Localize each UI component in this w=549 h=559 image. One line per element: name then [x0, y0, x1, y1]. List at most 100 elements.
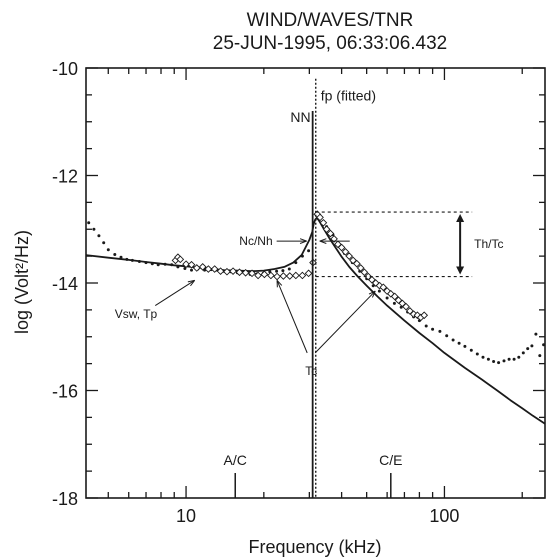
- fit-point-diamond: [356, 264, 365, 272]
- measured-point: [92, 227, 96, 231]
- measured-point: [156, 263, 160, 267]
- measured-point: [144, 261, 148, 265]
- fp-label: fp (fitted): [321, 87, 376, 103]
- fit-point-diamond: [210, 265, 219, 273]
- measured-point: [457, 341, 461, 345]
- measured-point: [451, 338, 455, 342]
- fit-point-diamond: [319, 218, 328, 227]
- measured-point: [438, 329, 442, 333]
- fit-point-diamond: [216, 267, 225, 276]
- measured-point: [113, 253, 117, 256]
- annotations: fp (fitted) NN Th/Tc Nc/Nh Vsw, Tp Tc A/C C/E: [115, 78, 503, 498]
- measured-point: [125, 257, 129, 261]
- measured-point: [170, 263, 174, 267]
- fit-point-diamond: [267, 271, 275, 280]
- measured-point: [137, 260, 141, 263]
- measured-point: [431, 327, 435, 331]
- tc-arrow-right-head: [368, 290, 376, 298]
- y-tick-label: -12: [52, 167, 78, 187]
- fit-point-diamond: [223, 267, 231, 276]
- fit-point-diamond: [254, 271, 262, 280]
- fit-point-diamond: [402, 302, 410, 311]
- measured-point: [534, 332, 538, 336]
- measured-point: [300, 254, 304, 258]
- th-tc-arrowhead-down: [456, 266, 465, 275]
- measured-point: [475, 352, 479, 356]
- measured-point: [281, 269, 285, 273]
- fit-point-diamond: [248, 269, 256, 278]
- fit-point-diamond: [337, 243, 346, 252]
- fit-point-diamond: [192, 264, 201, 272]
- fit-point-diamond: [345, 252, 354, 260]
- measured-point: [481, 355, 485, 359]
- tc-arrow-left-head: [276, 279, 283, 288]
- fit-point-diamond: [322, 225, 331, 234]
- fit-point-diamond: [383, 287, 391, 295]
- measured-point: [97, 234, 101, 238]
- tc-arrow-right: [314, 290, 376, 354]
- fit-point-diamond: [204, 265, 213, 273]
- fit-point-diamond: [304, 269, 313, 278]
- fit-point-diamond: [352, 259, 361, 268]
- y-tick-label: -14: [52, 274, 78, 294]
- fit-point-diamond: [241, 268, 250, 277]
- measured-point: [385, 296, 389, 300]
- measured-point: [87, 221, 91, 225]
- fit-point-diamond: [292, 271, 300, 280]
- measured-point: [517, 355, 521, 359]
- measured-point: [392, 301, 396, 305]
- nc-nh-label: Nc/Nh: [239, 234, 272, 248]
- ce-label: C/E: [379, 452, 402, 468]
- measured-point: [497, 361, 501, 365]
- measured-point: [287, 267, 291, 271]
- vsw-tp-arrow-head: [187, 279, 196, 287]
- data-series: [85, 210, 546, 425]
- fit-point-diamond: [182, 260, 190, 269]
- nc-nh-arrow-left-head: [299, 238, 307, 244]
- fit-point-diamond: [390, 292, 399, 301]
- fit-point-diamond: [260, 270, 269, 279]
- fit-point-diamond: [360, 268, 369, 277]
- measured-point: [130, 258, 134, 262]
- x-axis-label: Frequency (kHz): [248, 537, 381, 557]
- measured-point: [502, 359, 506, 363]
- fit-point-diamond: [187, 260, 196, 269]
- fit-point-diamond: [326, 229, 335, 238]
- chart-subtitle: 25-JUN-1995, 06:33:06.432: [213, 33, 448, 54]
- measured-point: [294, 261, 298, 265]
- measured-point: [512, 357, 516, 361]
- measured-point: [538, 354, 542, 358]
- measured-point: [163, 262, 167, 266]
- vsw-tp-label: Vsw, Tp: [115, 307, 158, 321]
- fit-point-diamond: [273, 272, 281, 281]
- measured-point: [492, 360, 496, 363]
- ac-label: A/C: [224, 452, 247, 468]
- th-tc-label: Th/Tc: [474, 237, 503, 251]
- tc-label: Tc: [305, 364, 317, 378]
- fit-point-diamond: [279, 272, 288, 280]
- y-axis-label: log (Volt²/Hz): [12, 230, 32, 334]
- measured-point: [106, 248, 110, 252]
- measured-point: [542, 343, 546, 347]
- measured-point: [469, 348, 473, 352]
- y-tick-label: -16: [52, 382, 78, 402]
- x-tick-label: 10: [176, 506, 196, 526]
- fit-point-diamond: [375, 281, 384, 290]
- fit-point-diamond: [235, 268, 244, 277]
- fit-point-diamond: [330, 235, 338, 243]
- nn-label: NN: [290, 109, 310, 125]
- measured-point: [275, 269, 279, 273]
- measured-point: [463, 344, 467, 348]
- measured-point: [176, 265, 180, 269]
- fit-point-diamond: [298, 271, 307, 280]
- chart-title: WIND/WAVES/TNR: [247, 10, 414, 31]
- y-tick-label: -10: [52, 59, 78, 79]
- measured-point: [507, 357, 511, 361]
- th-tc-arrowhead-up: [456, 214, 465, 223]
- fit-point-diamond: [176, 255, 185, 264]
- measured-point: [150, 262, 154, 266]
- measured-point: [102, 241, 106, 245]
- fit-point-diamond: [394, 296, 403, 305]
- measured-point: [530, 344, 534, 348]
